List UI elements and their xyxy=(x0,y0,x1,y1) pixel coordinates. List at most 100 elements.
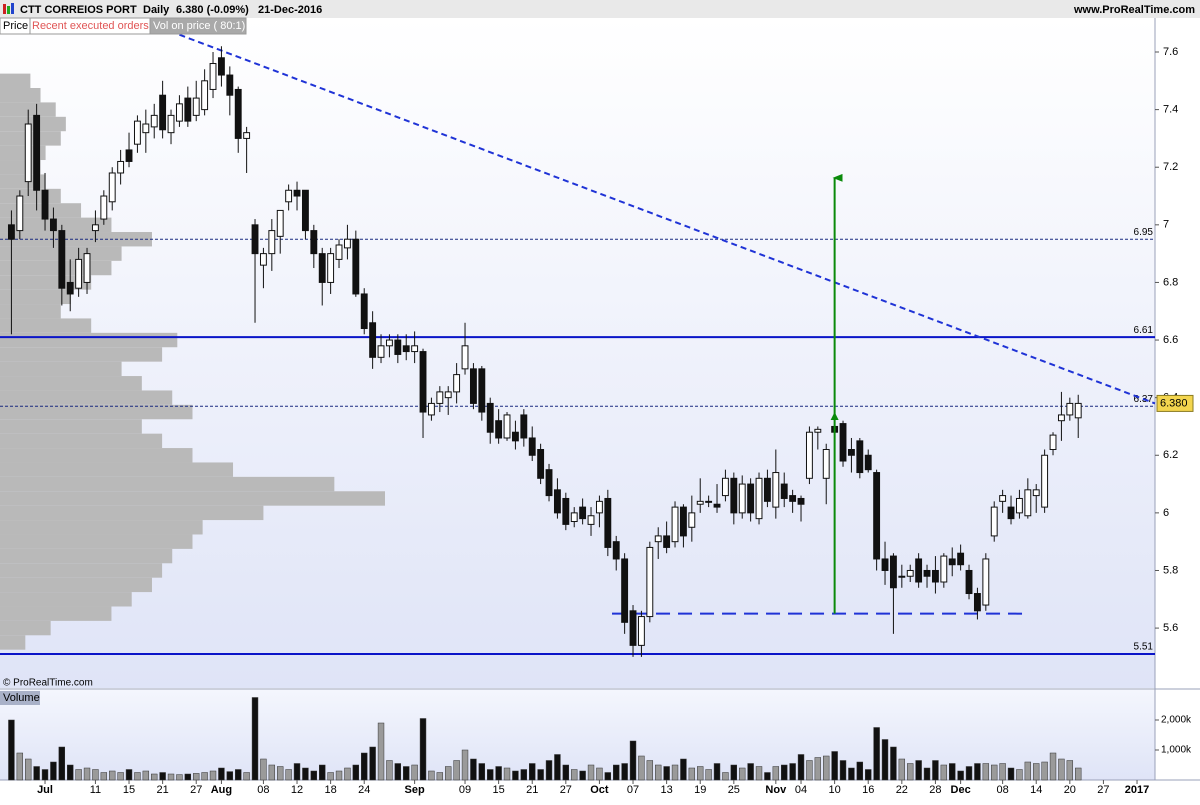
volume-bar xyxy=(344,767,351,781)
volume-bar xyxy=(125,769,133,781)
candle-body xyxy=(436,391,444,404)
x-tick-label: 22 xyxy=(896,784,908,796)
volume-bar xyxy=(915,760,922,781)
candle-body xyxy=(352,238,360,295)
candle-body xyxy=(209,63,217,90)
candle-body xyxy=(226,74,234,96)
volume-bar xyxy=(167,773,175,781)
candle-body xyxy=(243,132,251,139)
tab-label[interactable]: Recent executed orders xyxy=(32,20,149,32)
candle-body xyxy=(570,512,578,523)
candle-body xyxy=(369,322,377,358)
candle-body xyxy=(125,149,133,162)
candle-body xyxy=(545,469,553,497)
volume-bar xyxy=(730,764,738,781)
volume-bar xyxy=(109,770,116,781)
candle-body xyxy=(7,224,15,240)
candle-body xyxy=(268,230,276,255)
volume-bar xyxy=(159,772,166,781)
tab-label[interactable]: Price xyxy=(3,20,28,32)
candle-body xyxy=(931,569,939,583)
volume-bar xyxy=(890,746,897,781)
volume-bar xyxy=(361,752,368,781)
volume-bar xyxy=(277,766,284,781)
candle-body xyxy=(923,569,931,577)
x-tick-label: 12 xyxy=(291,784,303,796)
volume-profile-bar xyxy=(0,448,193,463)
volume-bar xyxy=(957,770,964,781)
volume-bar xyxy=(932,760,939,781)
volume-bar xyxy=(302,767,309,781)
candle-body xyxy=(906,569,914,577)
volume-bar xyxy=(831,751,838,781)
y-tick-label: 7.2 xyxy=(1163,161,1178,173)
volume-bar xyxy=(613,764,620,781)
volume-bar xyxy=(235,769,242,781)
volume-bar xyxy=(663,766,670,781)
candle-body xyxy=(889,555,897,589)
volume-profile-bar xyxy=(0,116,66,132)
volume-bar xyxy=(503,767,511,781)
candle-body xyxy=(201,80,209,111)
volume-bar xyxy=(562,764,570,781)
volume-bar xyxy=(33,766,40,781)
volume-profile-bar xyxy=(0,534,193,549)
price-panel xyxy=(0,18,1155,688)
volume-bar xyxy=(823,755,830,781)
volume-bar xyxy=(268,764,276,781)
x-tick-label: 08 xyxy=(257,784,269,796)
logo-bar xyxy=(11,3,14,14)
candle-body xyxy=(360,293,368,330)
tab[interactable] xyxy=(149,17,247,35)
candle-body xyxy=(150,114,158,128)
volume-bar xyxy=(907,763,914,781)
volume-bar xyxy=(226,771,234,781)
volume-bar xyxy=(621,763,628,781)
candle-body xyxy=(553,489,561,514)
candle-body xyxy=(763,477,771,502)
candle-body xyxy=(1057,414,1065,422)
candle-body xyxy=(100,195,108,220)
volume-bar xyxy=(1007,767,1015,781)
volume-bar xyxy=(461,749,469,781)
candle-body xyxy=(335,244,343,260)
volume-bar xyxy=(697,766,704,781)
candle-body xyxy=(108,172,116,203)
candle-body xyxy=(310,230,318,255)
volume-profile-bar xyxy=(0,332,178,348)
candle-body xyxy=(234,88,242,139)
candle-body xyxy=(637,616,645,646)
candle-body xyxy=(940,555,948,583)
volume-bar xyxy=(335,770,343,781)
candle-body xyxy=(285,189,293,203)
x-tick-label: 2017 xyxy=(1125,784,1149,796)
volume-profile-bar xyxy=(0,260,112,276)
volume-bar xyxy=(436,772,444,781)
candle-body xyxy=(486,402,494,433)
x-tick-label: Dec xyxy=(951,784,971,796)
candle-body xyxy=(847,449,855,456)
volume-profile-bar xyxy=(0,188,61,204)
candle-body xyxy=(797,497,805,505)
volume-bar xyxy=(814,757,822,781)
candle-body xyxy=(805,431,813,479)
candle-body xyxy=(898,575,906,578)
volume-bar xyxy=(445,766,452,781)
candle-body xyxy=(402,345,410,353)
volume-bar xyxy=(394,763,402,781)
quote: 6.380 (-0.09%) xyxy=(176,4,249,16)
candle-body xyxy=(1032,489,1040,497)
volume-bar xyxy=(243,772,250,781)
candle-body xyxy=(24,123,32,183)
x-tick-label: 24 xyxy=(358,784,370,796)
x-tick-label: 09 xyxy=(459,784,471,796)
x-tick-label: Nov xyxy=(765,784,787,796)
candle-body xyxy=(453,374,461,393)
volume-bar xyxy=(604,772,612,781)
tab-label[interactable]: Vol on price ( 80:1) xyxy=(153,20,245,32)
volume-bar xyxy=(1049,752,1057,781)
volume-bar xyxy=(705,769,712,781)
volume-bar xyxy=(965,766,973,781)
candle-body xyxy=(411,345,419,353)
volume-bar xyxy=(680,758,687,781)
